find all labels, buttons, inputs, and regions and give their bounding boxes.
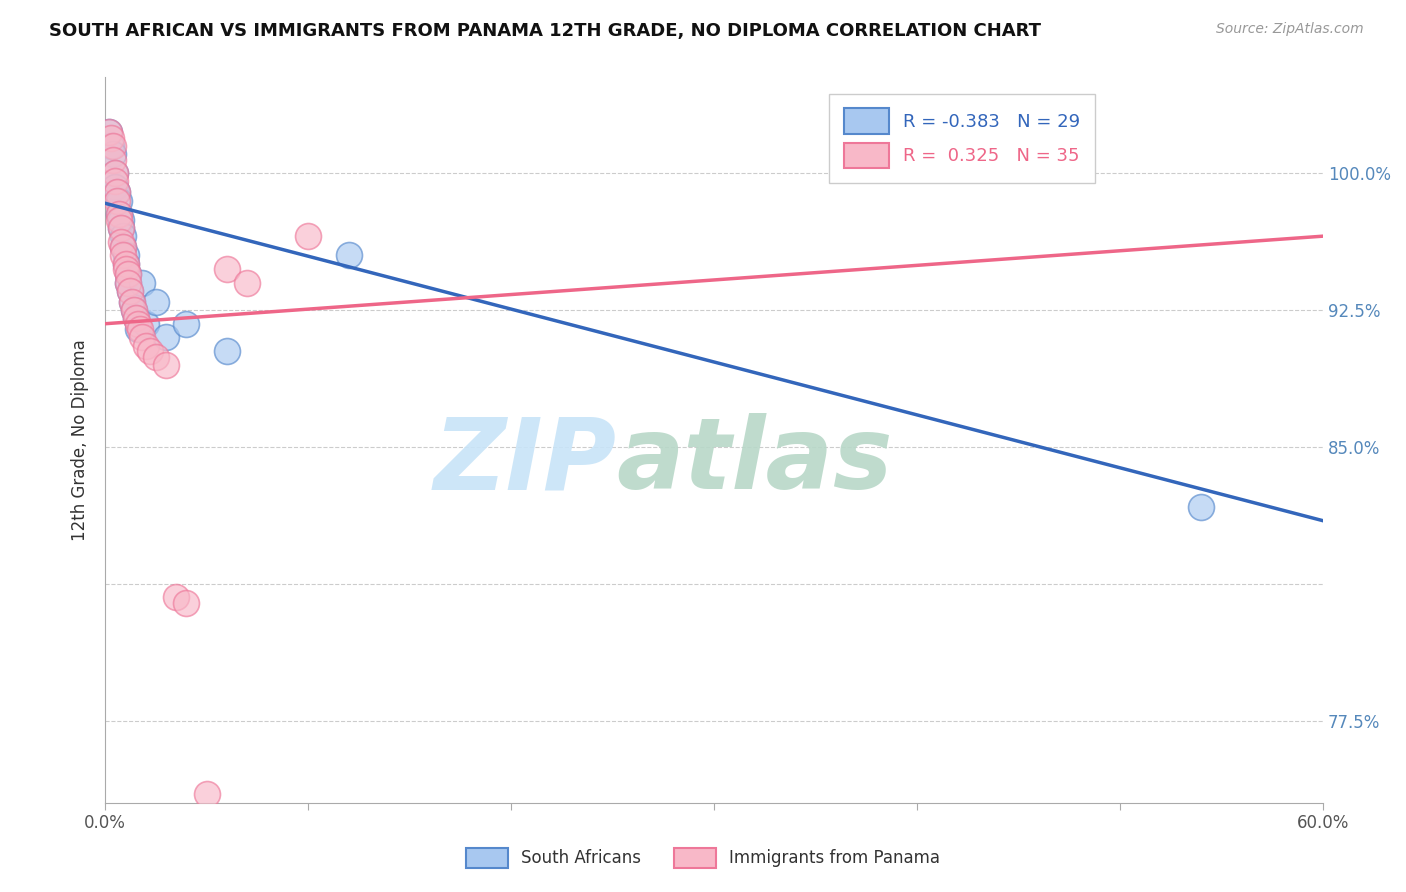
Point bbox=[121, 294, 143, 309]
Point bbox=[155, 358, 177, 372]
Point bbox=[104, 174, 127, 188]
Point bbox=[112, 229, 135, 244]
Point bbox=[117, 268, 139, 282]
Point bbox=[117, 276, 139, 290]
Legend: South Africans, Immigrants from Panama: South Africans, Immigrants from Panama bbox=[460, 841, 946, 875]
Point bbox=[121, 294, 143, 309]
Point bbox=[118, 284, 141, 298]
Point bbox=[176, 317, 198, 331]
Point bbox=[98, 125, 121, 139]
Point bbox=[114, 256, 136, 270]
Point bbox=[122, 303, 145, 318]
Point bbox=[104, 180, 127, 194]
Point bbox=[176, 596, 198, 610]
Point bbox=[110, 212, 132, 227]
Point bbox=[110, 221, 132, 235]
Point bbox=[114, 256, 136, 270]
Point bbox=[104, 166, 127, 180]
Point bbox=[1189, 500, 1212, 514]
Point bbox=[100, 139, 122, 153]
Point bbox=[108, 194, 131, 208]
Point bbox=[117, 268, 139, 282]
Point bbox=[108, 207, 131, 221]
Point bbox=[155, 330, 177, 344]
Point bbox=[105, 194, 128, 208]
Point bbox=[110, 221, 132, 235]
Point bbox=[139, 344, 162, 359]
Point bbox=[105, 186, 128, 200]
Text: ZIP: ZIP bbox=[433, 413, 617, 510]
Point bbox=[114, 248, 136, 262]
Point bbox=[98, 125, 121, 139]
Point bbox=[114, 262, 136, 277]
Point bbox=[105, 186, 128, 200]
Point bbox=[297, 229, 319, 244]
Point bbox=[195, 788, 218, 802]
Point bbox=[103, 139, 125, 153]
Point bbox=[145, 350, 167, 364]
Point bbox=[100, 130, 122, 145]
Point bbox=[128, 322, 150, 336]
Point bbox=[108, 207, 131, 221]
Point bbox=[103, 153, 125, 167]
Point bbox=[112, 248, 135, 262]
Point bbox=[110, 235, 132, 249]
Point bbox=[135, 338, 157, 352]
Text: atlas: atlas bbox=[617, 413, 893, 510]
Point bbox=[108, 212, 131, 227]
Point bbox=[124, 311, 146, 326]
Point bbox=[131, 330, 153, 344]
Point bbox=[236, 276, 259, 290]
Point bbox=[145, 294, 167, 309]
Point bbox=[112, 240, 135, 254]
Point bbox=[122, 303, 145, 318]
Point bbox=[117, 276, 139, 290]
Point bbox=[135, 317, 157, 331]
Point bbox=[127, 322, 149, 336]
Point bbox=[215, 262, 238, 277]
Point bbox=[103, 147, 125, 161]
Point bbox=[165, 591, 187, 605]
Text: SOUTH AFRICAN VS IMMIGRANTS FROM PANAMA 12TH GRADE, NO DIPLOMA CORRELATION CHART: SOUTH AFRICAN VS IMMIGRANTS FROM PANAMA … bbox=[49, 22, 1042, 40]
Point bbox=[118, 284, 141, 298]
Point bbox=[112, 240, 135, 254]
Point bbox=[127, 317, 149, 331]
Text: Source: ZipAtlas.com: Source: ZipAtlas.com bbox=[1216, 22, 1364, 37]
Y-axis label: 12th Grade, No Diploma: 12th Grade, No Diploma bbox=[72, 339, 89, 541]
Point bbox=[337, 248, 360, 262]
Point bbox=[131, 276, 153, 290]
Point bbox=[215, 344, 238, 359]
Legend: R = -0.383   N = 29, R =  0.325   N = 35: R = -0.383 N = 29, R = 0.325 N = 35 bbox=[830, 94, 1095, 183]
Point bbox=[124, 311, 146, 326]
Point bbox=[104, 166, 127, 180]
